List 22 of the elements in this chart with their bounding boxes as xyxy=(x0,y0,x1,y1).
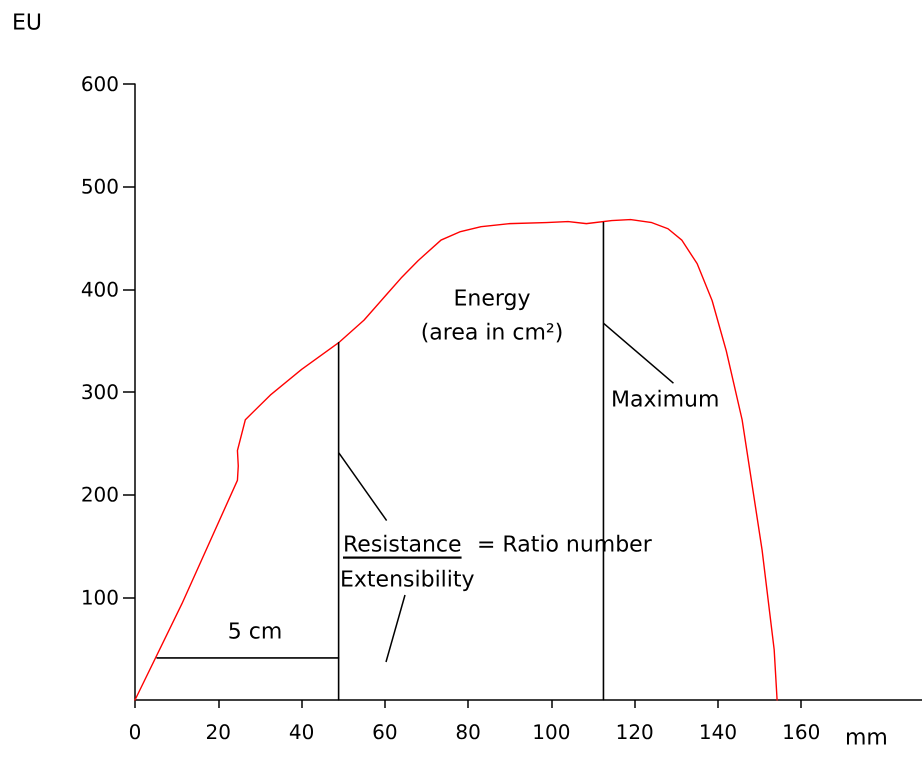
y-tick-label: 200 xyxy=(80,482,119,507)
x-tick-label: 120 xyxy=(616,720,654,744)
y-tick-label: 600 xyxy=(80,72,119,96)
x-tick-label: 80 xyxy=(455,720,481,744)
x-tick-label: 160 xyxy=(782,720,820,744)
y-tick-label: 100 xyxy=(80,585,119,610)
x-tick-label: 20 xyxy=(206,720,232,744)
x-tick-label: 0 xyxy=(128,720,142,744)
annotation: Resistance xyxy=(343,532,462,558)
x-axis-title: mm xyxy=(845,726,888,750)
x-tick-label: 100 xyxy=(532,720,570,744)
annotation: Extensibility xyxy=(340,568,475,592)
annotation: Energy (area in cm²) xyxy=(420,286,564,346)
annotation: Maximum xyxy=(611,388,720,412)
y-tick-label: 500 xyxy=(80,174,119,199)
y-axis-title: EU xyxy=(12,10,42,36)
x-tick-label: 60 xyxy=(372,720,398,744)
annotation: 5 cm xyxy=(228,620,282,644)
y-tick-label: 300 xyxy=(80,380,119,404)
x-tick-label: 140 xyxy=(698,720,738,744)
y-tick-label: 400 xyxy=(80,277,119,302)
x-tick-label: 40 xyxy=(288,720,314,744)
